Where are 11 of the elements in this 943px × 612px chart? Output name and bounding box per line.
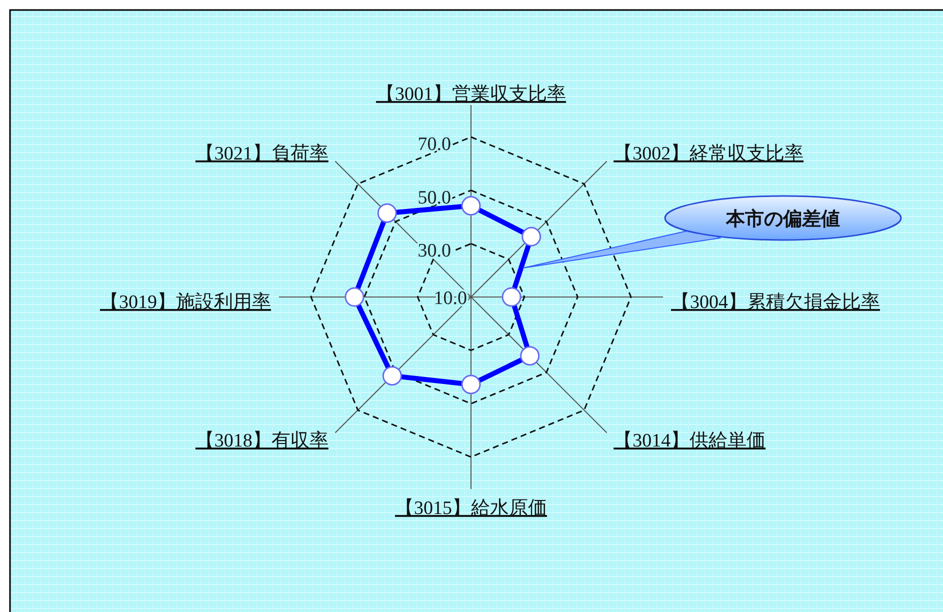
y-tick-label: 70.0 [418, 134, 451, 155]
spoke-label: 【3015】給水原価 [395, 498, 547, 519]
spoke-label: 【3014】供給単価 [614, 430, 766, 452]
spoke-label: 【3001】営業収支比率 [376, 83, 566, 105]
text: 本市の偏差値 [725, 208, 840, 230]
spoke-label: 【3021】負荷率 [195, 142, 328, 164]
spoke-label: 【3019】施設利用率 [100, 291, 271, 313]
spoke-label: 【3018】有収率 [195, 430, 328, 452]
y-tick-label: 50.0 [418, 187, 451, 208]
spoke-label: 【3002】経常収支比率 [614, 142, 804, 164]
spoke-label: 【3004】累積欠損金比率 [671, 291, 880, 313]
